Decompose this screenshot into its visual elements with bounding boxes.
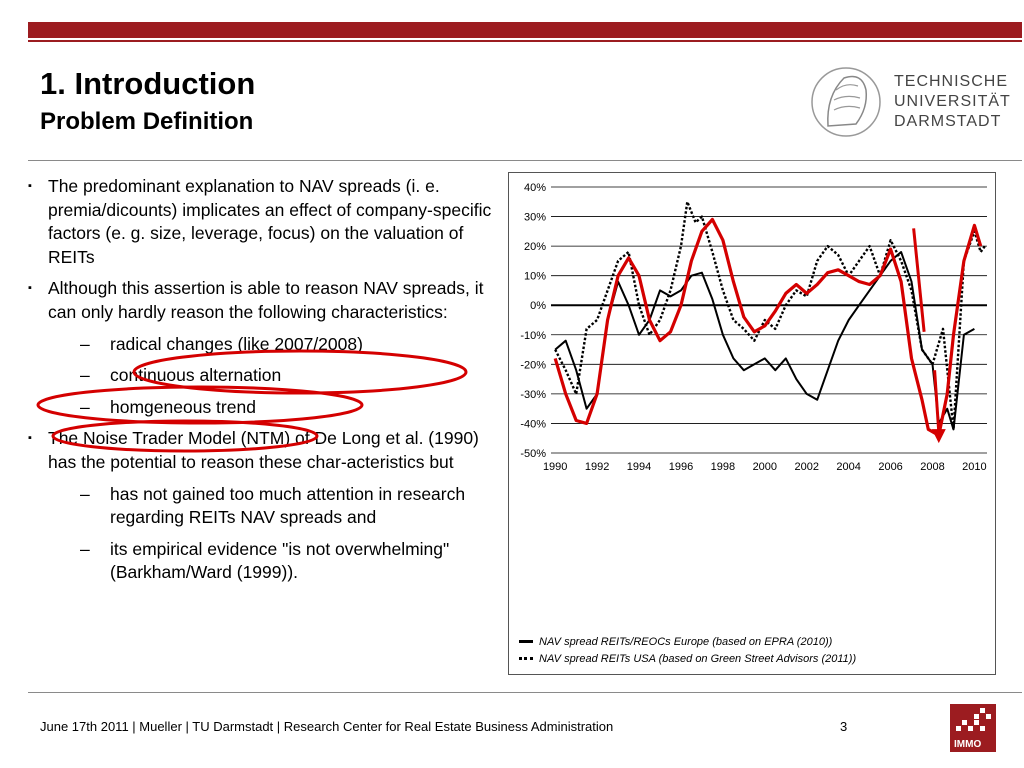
bullet-marker: ▪ xyxy=(28,282,32,295)
legend-label: NAV spread REITs USA (based on Green Str… xyxy=(539,652,857,665)
bullet-marker: ▪ xyxy=(28,432,32,445)
top-brand-bar xyxy=(28,22,1022,38)
x-tick-label: 1998 xyxy=(711,461,735,473)
bullet-item: ▪ The predominant explanation to NAV spr… xyxy=(28,175,498,269)
y-tick-label: -20% xyxy=(520,359,546,371)
sub-bullet-text: has not gained too much attention in res… xyxy=(110,483,466,528)
bullet-text: The Noise Trader Model (NTM) of De Long … xyxy=(48,428,479,472)
sub-bullet-text: its empirical evidence "is not overwhelm… xyxy=(110,538,450,583)
x-tick-label: 2006 xyxy=(878,461,902,473)
bullet-list: ▪ The predominant explanation to NAV spr… xyxy=(28,175,498,593)
immo-logo: IMMO xyxy=(950,704,996,752)
sub-bullet-text: homgeneous trend xyxy=(110,396,256,417)
bullet-marker: ▪ xyxy=(28,180,32,192)
bullet-text: Although this assertion is able to reaso… xyxy=(48,278,484,322)
x-tick-label: 2002 xyxy=(794,461,818,473)
sub-bullet-text: continuous alternation xyxy=(110,365,282,386)
x-tick-label: 2000 xyxy=(753,461,777,473)
y-tick-label: 40% xyxy=(524,182,546,194)
chart-panel: 40% 30% 20% 10% 0% -10% -20% -30% -40% -50% 1990 19… xyxy=(508,172,996,675)
page-number: 3 xyxy=(840,719,848,734)
x-tick-label: 1996 xyxy=(669,461,693,473)
annotation-arrow-shaft xyxy=(912,228,926,332)
sub-bullet-item: – its empirical evidence "is not overwhe… xyxy=(28,538,498,585)
footer-divider xyxy=(28,692,1022,693)
university-logo: TECHNISCHE UNIVERSITÄT DARMSTADT xyxy=(806,56,1010,148)
sub-bullet-item: – has not gained too much attention in r… xyxy=(28,483,498,530)
y-tick-label: -30% xyxy=(520,389,546,401)
bullet-item: ▪ Although this assertion is able to rea… xyxy=(28,277,498,324)
logo-text-line-3: DARMSTADT xyxy=(894,113,1002,130)
immo-label: IMMO xyxy=(954,739,982,750)
sub-bullet-item: – radical changes (like 2007/2008) xyxy=(28,333,498,357)
x-tick-label: 2008 xyxy=(920,461,944,473)
sub-bullet-item: – homgeneous trend xyxy=(28,396,498,420)
y-tick-label: -10% xyxy=(520,330,546,342)
legend-swatch-dotted xyxy=(519,657,533,660)
page-subtitle: Problem Definition xyxy=(40,108,254,135)
immo-pixel-icon xyxy=(956,708,991,731)
x-tick-label: 1992 xyxy=(585,461,609,473)
y-tick-label: 0% xyxy=(530,300,546,312)
annotation-arrowhead xyxy=(931,429,946,444)
sub-bullet-marker: – xyxy=(80,365,90,386)
legend-swatch-solid xyxy=(519,640,533,643)
y-tick-label: -40% xyxy=(520,418,546,430)
legend-item: NAV spread REITs/REOCs Europe (based on … xyxy=(519,633,856,650)
athena-seal-icon xyxy=(811,67,881,137)
y-tick-label: 30% xyxy=(524,212,546,224)
sub-bullet-marker: – xyxy=(80,483,90,504)
bullet-text: The predominant explanation to NAV sprea… xyxy=(48,176,492,267)
header-divider xyxy=(28,160,1022,161)
annotation-arrow-shaft xyxy=(933,370,941,433)
legend-label: NAV spread REITs/REOCs Europe (based on … xyxy=(539,635,833,648)
footer-text: June 17th 2011 | Mueller | TU Darmstadt … xyxy=(40,719,614,734)
x-tick-label: 2004 xyxy=(836,461,860,473)
y-tick-label: 20% xyxy=(524,241,546,253)
sub-bullet-item: – continuous alternation xyxy=(28,364,498,388)
page-title: 1. Introduction xyxy=(40,66,256,101)
bullet-item: ▪ The Noise Trader Model (NTM) of De Lon… xyxy=(28,427,498,474)
y-tick-label: -50% xyxy=(520,448,546,460)
trend-line-red xyxy=(553,217,983,437)
x-tick-label: 2010 xyxy=(962,461,986,473)
y-tick-label: 10% xyxy=(524,271,546,283)
sub-bullet-marker: – xyxy=(80,396,90,417)
x-tick-label: 1990 xyxy=(543,461,567,473)
sub-bullet-marker: – xyxy=(80,538,90,559)
series-line-europe xyxy=(554,251,975,431)
sub-bullet-text: radical changes (like 2007/2008) xyxy=(110,333,363,354)
logo-text-line-2: UNIVERSITÄT xyxy=(894,93,1011,110)
x-tick-label: 1994 xyxy=(627,461,651,473)
sub-bullet-marker: – xyxy=(80,333,90,354)
logo-text-line-1: TECHNISCHE xyxy=(894,73,1009,90)
legend-item: NAV spread REITs USA (based on Green Str… xyxy=(519,650,856,667)
chart-legend: NAV spread REITs/REOCs Europe (based on … xyxy=(519,633,856,667)
top-brand-line xyxy=(28,40,1022,42)
nav-spread-chart: 40% 30% 20% 10% 0% -10% -20% -30% -40% -50%1990 19… xyxy=(520,182,987,473)
